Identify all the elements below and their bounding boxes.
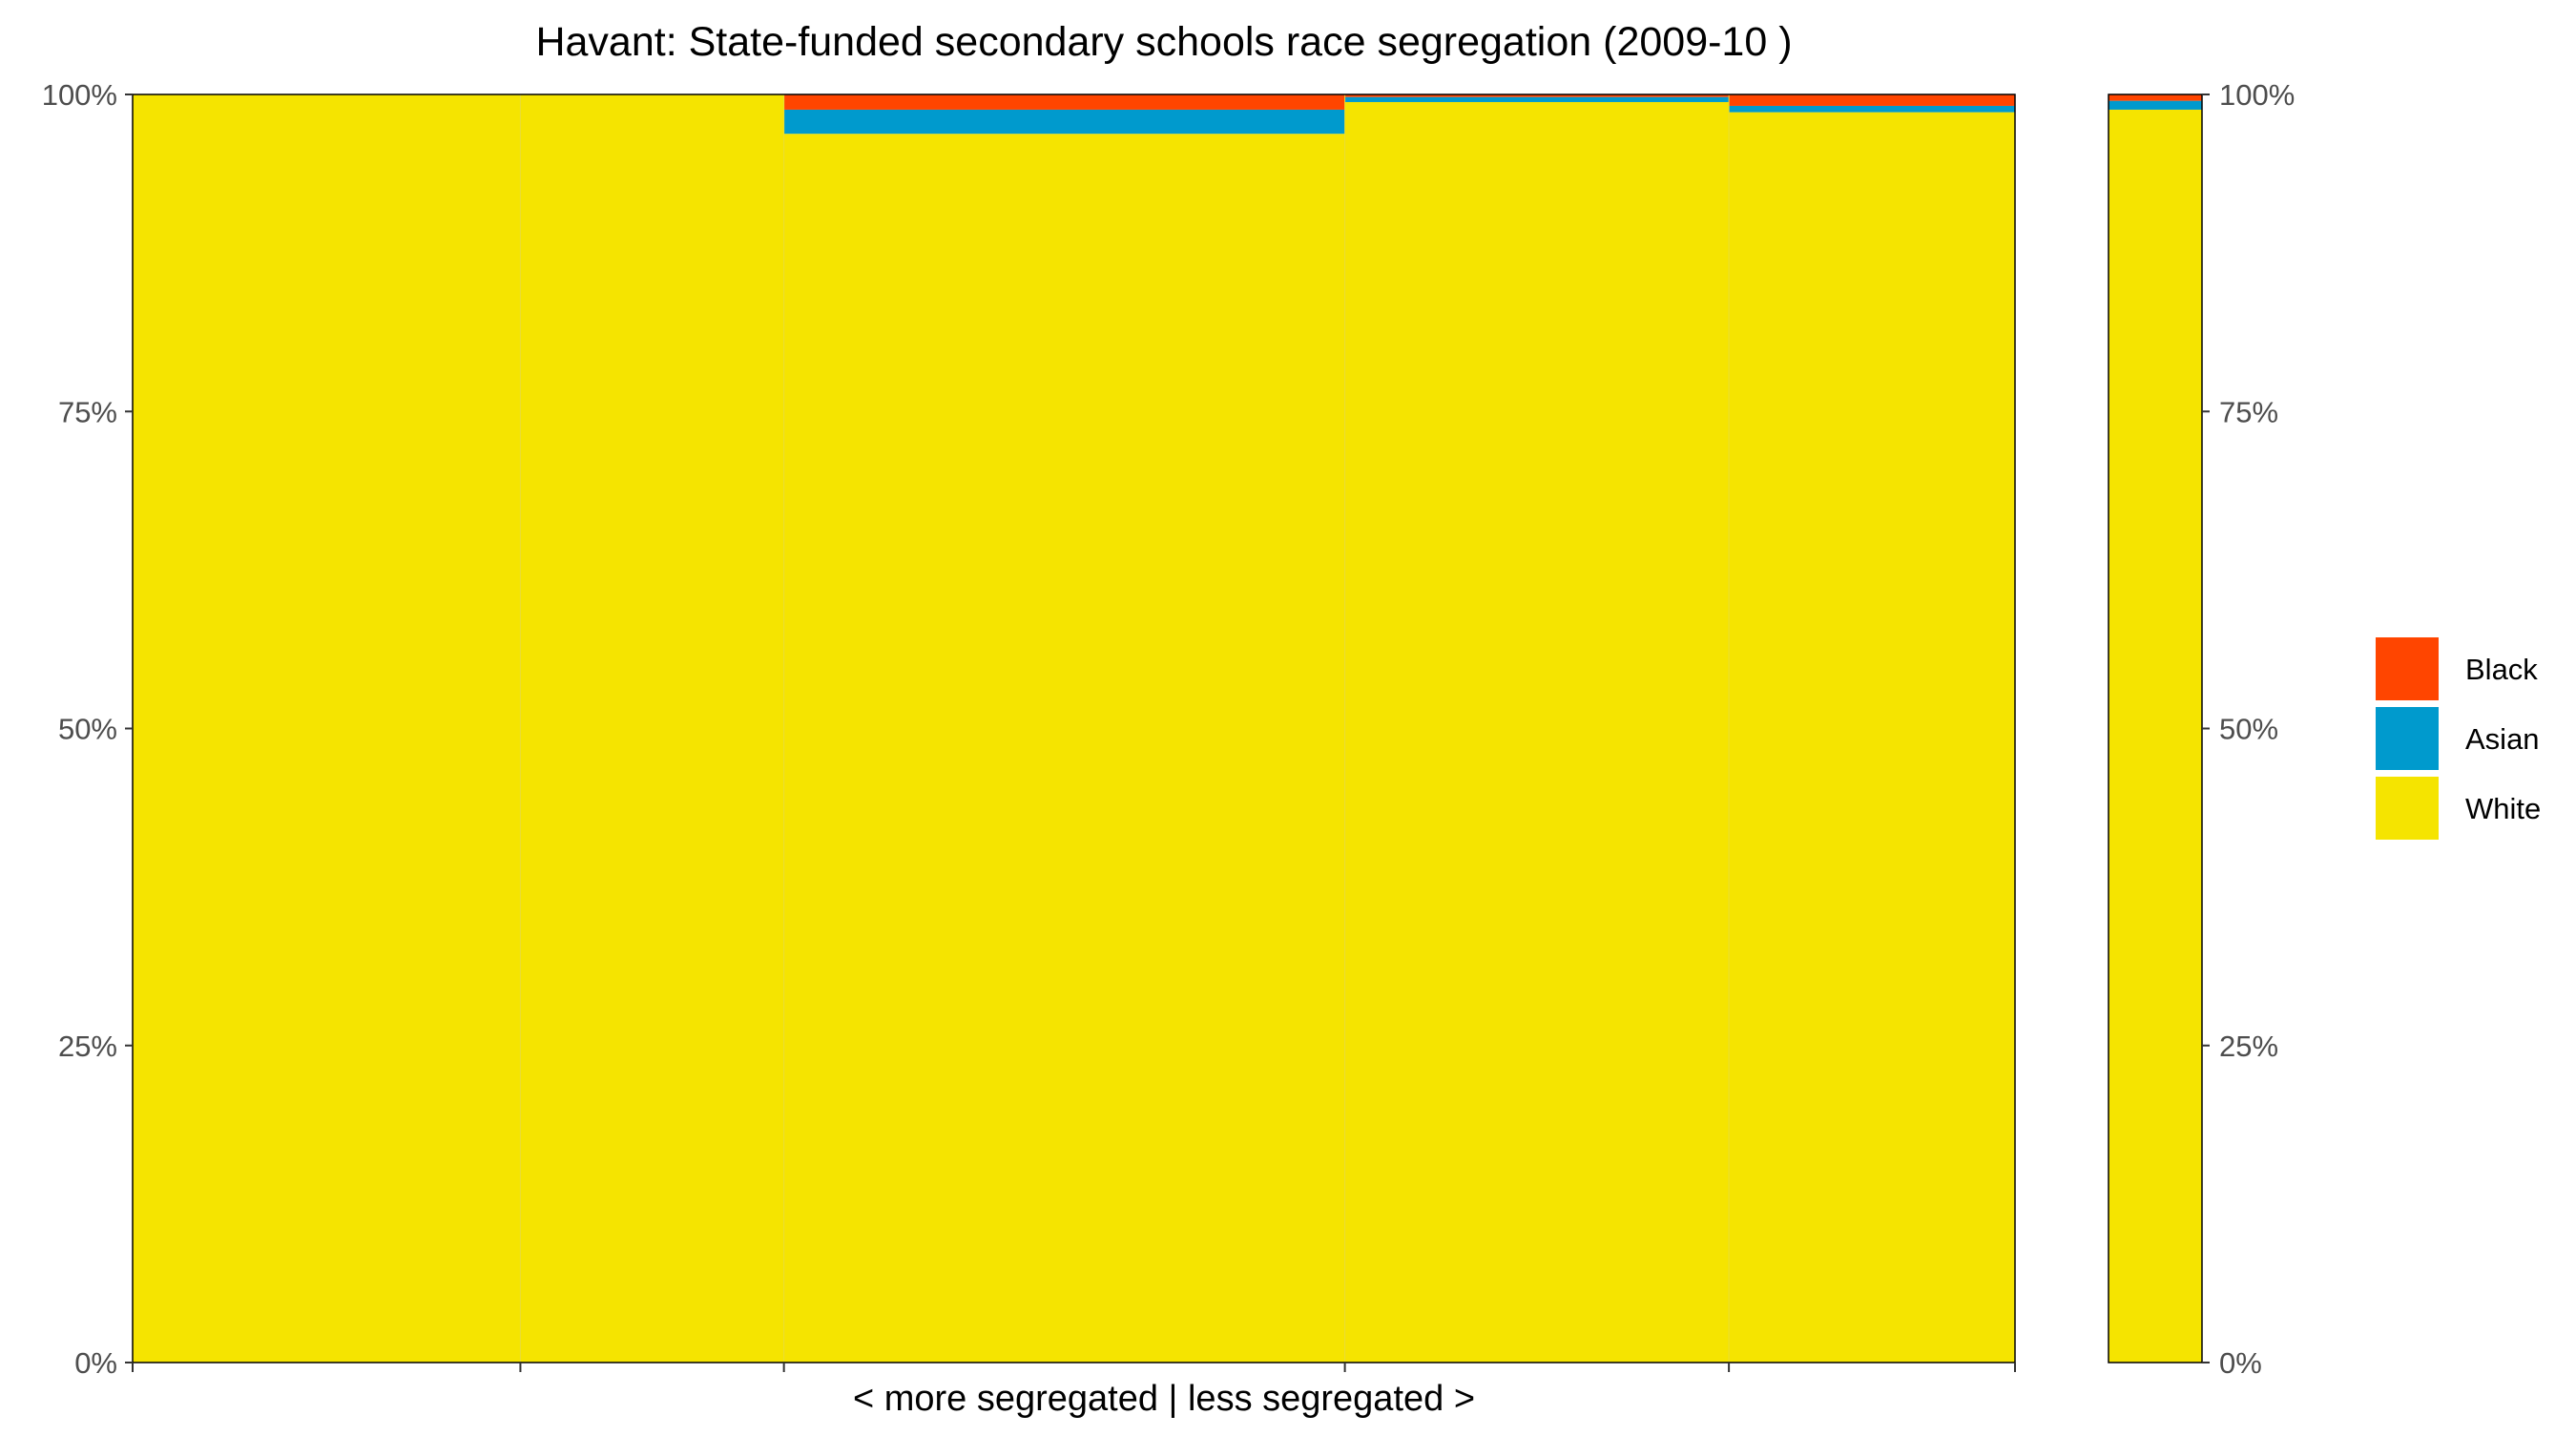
y-tick-label-right: 0%: [2219, 1346, 2262, 1380]
legend-label-asian: Asian: [2465, 722, 2540, 756]
bar-segment-white-school-5: [1729, 112, 2015, 1363]
y-tick-label-right: 75%: [2219, 395, 2278, 428]
y-tick-label-right: 50%: [2219, 713, 2278, 746]
bar-segment-black-summary: [2109, 94, 2202, 101]
legend-swatch-asian: [2376, 707, 2439, 770]
y-tick-label-left: 25%: [58, 1030, 117, 1063]
bar-segment-white-school-1: [133, 94, 521, 1363]
bar-segment-white-school-3: [783, 134, 1345, 1363]
legend-swatch-white: [2376, 777, 2439, 840]
legend-swatch-black: [2376, 637, 2439, 700]
x-axis-title: < more segregated | less segregated >: [853, 1379, 1475, 1419]
y-tick-label-right: 100%: [2219, 78, 2295, 112]
bars-layer: [132, 94, 2203, 1363]
bar-segment-white-school-2: [520, 94, 784, 1363]
bar-segment-asian-school-5: [1729, 105, 2015, 113]
bar-segment-asian-summary: [2109, 100, 2202, 110]
legend: Black Asian White: [2376, 637, 2541, 840]
bar-segment-white-summary: [2109, 109, 2202, 1363]
bar-segment-asian-school-4: [1344, 96, 1730, 102]
bar-segment-white-school-4: [1344, 101, 1730, 1363]
y-tick-label-right: 25%: [2219, 1030, 2278, 1063]
y-tick-label-left: 0%: [74, 1346, 117, 1380]
bar-segment-black-school-3: [783, 94, 1345, 110]
y-tick-label-left: 75%: [58, 395, 117, 428]
chart-title: Havant: State-funded secondary schools r…: [535, 19, 1792, 65]
legend-label-white: White: [2465, 792, 2541, 825]
bar-segment-black-school-5: [1729, 94, 2015, 106]
bar-segment-black-school-4: [1344, 94, 1730, 97]
legend-label-black: Black: [2465, 653, 2538, 686]
bar-segment-asian-school-3: [783, 109, 1345, 135]
y-tick-label-left: 50%: [58, 713, 117, 746]
axes-layer: 0% 0% 25% 25% 50% 50% 75% 75% 100% 100%: [42, 78, 2296, 1380]
y-tick-label-left: 100%: [42, 78, 117, 112]
